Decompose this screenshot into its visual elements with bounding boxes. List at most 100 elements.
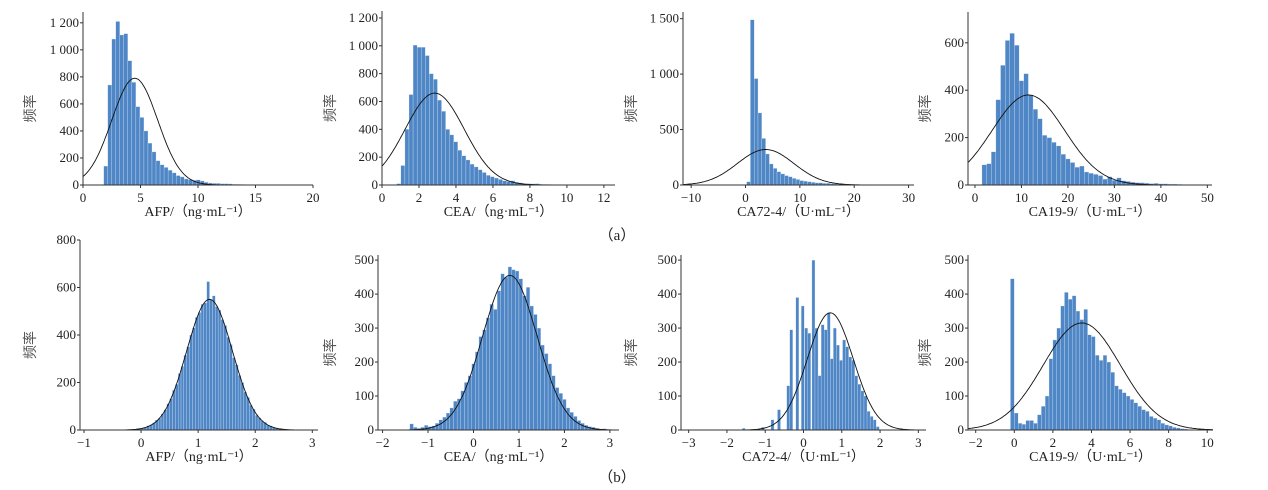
histogram-bar	[416, 47, 422, 186]
histogram-bar	[424, 425, 429, 431]
y-tick-label: 0	[368, 422, 375, 437]
panel-b4: −2 0 2 4 6 8 100100200300400500CA19-9/（U·mL⁻¹）…	[917, 252, 1214, 465]
histogram-bar	[1097, 175, 1103, 186]
histogram-bar	[1014, 45, 1020, 186]
normal-fit-curve	[967, 322, 1214, 431]
y-tick-label: 0	[372, 177, 379, 192]
histogram-bar	[445, 129, 450, 186]
x-tick-label: 1	[839, 435, 846, 450]
histogram-bar	[489, 304, 494, 431]
panel-b3: −3 −2 −1 0 1 2 3 0 100 200 300 400 500 CA72-4/（U·mL⁻¹…	[623, 252, 926, 465]
histogram-bar	[1088, 173, 1094, 186]
y-tick-label: 200	[945, 354, 965, 369]
y-tick-label: 600	[359, 93, 379, 108]
x-tick-label: −1	[421, 435, 435, 450]
histogram-bar	[437, 99, 442, 186]
x-tick-label: −1	[758, 435, 772, 450]
histogram-bar	[814, 327, 819, 431]
histogram-bar	[995, 99, 1001, 186]
histogram-bar	[1042, 135, 1048, 186]
histogram-bar	[848, 356, 852, 431]
y-tick-label: 400	[57, 327, 77, 342]
histogram-bar	[824, 329, 828, 431]
histogram-bar	[811, 259, 816, 431]
histogram-bar	[223, 325, 227, 431]
y-tick-label: 600	[60, 96, 80, 111]
y-axis-label: 频率	[322, 94, 339, 122]
histogram-bar	[526, 287, 531, 431]
histogram-bar	[435, 423, 440, 431]
histogram-bar	[232, 357, 236, 431]
y-tick-label: 1 500	[650, 11, 679, 26]
y-tick-label: 1 200	[50, 15, 79, 30]
histogram-bar	[795, 297, 800, 431]
y-tick-label: 0	[671, 422, 678, 437]
x-axis-label: CEA/（ng·mL⁻¹）	[444, 449, 554, 465]
histogram-bar	[839, 360, 843, 431]
histogram-bar	[799, 180, 804, 186]
histogram-bar	[757, 112, 762, 186]
histogram-bar	[1018, 423, 1023, 431]
histogram-bar	[473, 166, 479, 186]
histogram-bar	[442, 416, 447, 431]
histogram-bar	[446, 412, 450, 431]
histogram-bar	[1009, 33, 1015, 186]
histogram-bar	[408, 94, 414, 186]
histogram-bar	[1079, 319, 1084, 431]
histogram-bar	[460, 390, 465, 431]
histogram-bar	[776, 171, 781, 186]
histogram-bar	[237, 375, 242, 431]
histogram-bar	[577, 420, 581, 431]
y-tick-label: 200	[945, 130, 965, 145]
normal-fit-curve	[378, 274, 619, 431]
panel-b2: −2 −1 0 1 2 3 0 100 200 300 400 500 CEA/（ng·mL⁻¹） 频率	[322, 252, 619, 465]
histogram-bar	[873, 419, 877, 431]
histogram-bar	[123, 33, 128, 186]
histogram-bar	[1156, 419, 1162, 431]
histogram-bar	[1153, 417, 1158, 431]
histogram-bar	[1014, 412, 1019, 431]
histogram-bar	[1045, 395, 1050, 431]
x-tick-label: 0	[470, 435, 477, 450]
histogram-bar	[817, 375, 822, 431]
histogram-bar	[851, 360, 855, 431]
histogram-bar	[246, 397, 250, 431]
histogram-bar	[482, 329, 487, 431]
histogram-bar	[1122, 392, 1127, 431]
y-tick-label: 400	[658, 286, 678, 301]
histogram-bar	[453, 141, 458, 186]
histogram-bar	[876, 426, 880, 431]
x-axis-label: CA72-4/（U·mL⁻¹）	[737, 204, 860, 220]
histogram-bar	[131, 82, 137, 186]
histogram-bar	[482, 172, 487, 186]
x-axis-label: CEA/（ng·mL⁻¹）	[444, 204, 554, 220]
histogram-bar	[226, 337, 230, 431]
histogram-bar	[180, 176, 185, 186]
x-tick-label: −2	[720, 435, 734, 450]
histogram-bar	[511, 269, 516, 431]
histogram-bar	[1072, 295, 1077, 431]
histogram-bar	[860, 390, 865, 431]
histogram-bar	[111, 38, 116, 186]
histogram-bar	[1028, 94, 1034, 186]
x-tick-label: 3	[309, 435, 316, 450]
histogram-bar	[1087, 334, 1092, 431]
x-tick-label: 2	[877, 435, 884, 450]
histogram-bar	[493, 309, 498, 431]
histogram-bar	[803, 180, 808, 186]
histogram-bar	[1021, 424, 1027, 431]
histogram-bar	[845, 346, 849, 431]
histogram-bar	[1093, 174, 1099, 186]
histogram-bar	[789, 329, 793, 431]
x-tick-label: 0	[972, 190, 979, 205]
histogram-bar	[1068, 299, 1073, 431]
histogram-bar	[471, 363, 476, 431]
histogram-bar	[863, 395, 868, 431]
histogram-bar	[229, 344, 233, 431]
histogram-bar	[412, 44, 418, 186]
histogram-bar	[441, 111, 446, 186]
histogram-bar	[804, 327, 808, 431]
histogram-bar	[981, 164, 987, 186]
